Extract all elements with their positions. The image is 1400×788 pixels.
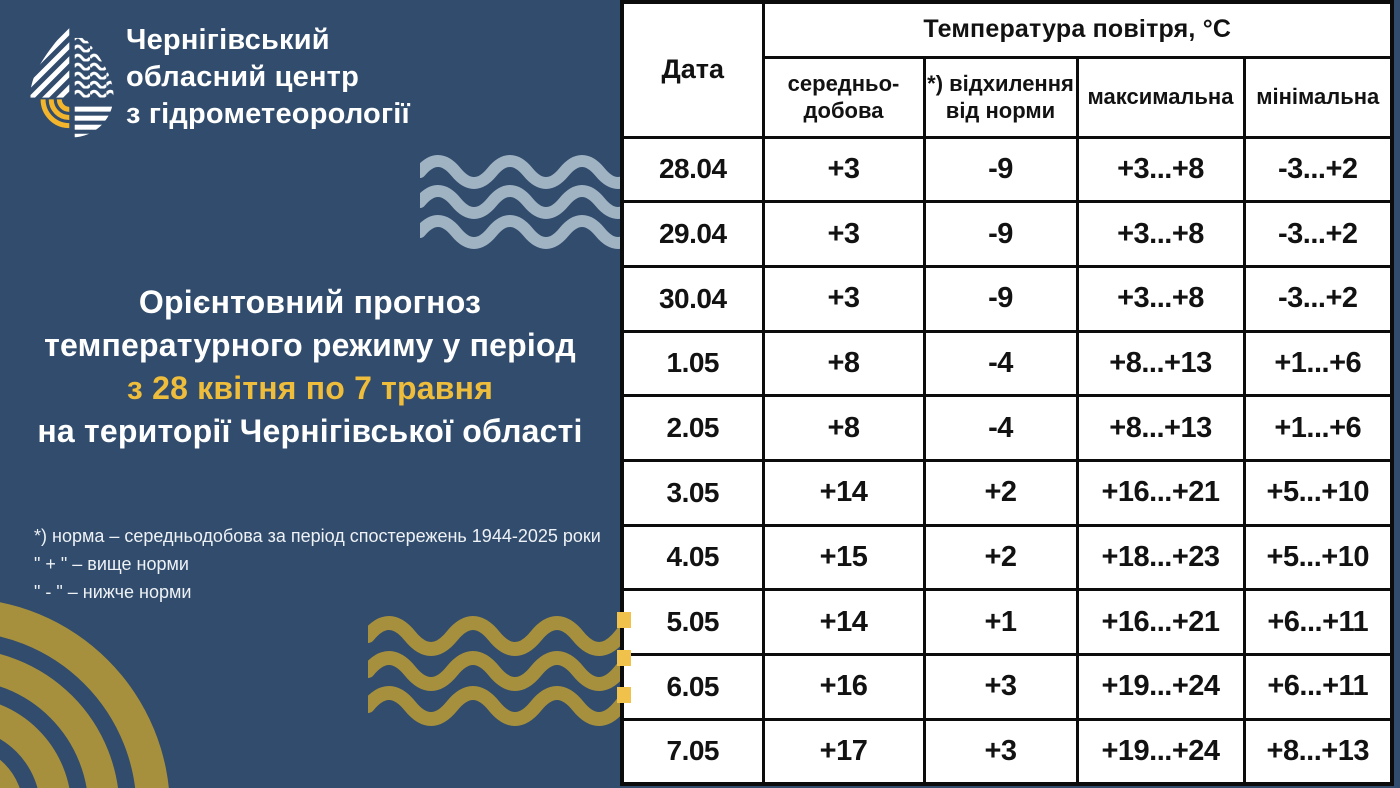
date-cell: 29.04 (620, 200, 765, 268)
date-cell: 30.04 (620, 264, 765, 333)
hydromet-drop-logo-icon (30, 18, 114, 138)
org-title-line: з гідрометеорології (126, 98, 410, 130)
min-cell: +8...+13 (1242, 717, 1394, 786)
min-cell: +1...+6 (1242, 394, 1394, 462)
poster-heading: Орієнтовний прогноз температурного режим… (0, 281, 620, 453)
date-cell: 5.05 (620, 588, 765, 656)
min-cell: +1...+6 (1242, 329, 1394, 398)
column-group-header-temperature: Температура повітря, °С (761, 0, 1394, 59)
avg-cell: +17 (761, 717, 926, 786)
avg-cell: +3 (761, 200, 926, 268)
max-cell: +18...+23 (1075, 523, 1246, 592)
avg-cell: +16 (761, 653, 926, 721)
column-header-avg-daily: середньо- добова (761, 55, 926, 139)
avg-cell: +8 (761, 394, 926, 462)
table-row: 6.05 +16 +3 +19...+24 +6...+11 (620, 653, 1394, 721)
gray-waves-icon (420, 155, 622, 249)
date-cell: 1.05 (620, 329, 765, 398)
dev-cell: +3 (922, 653, 1079, 721)
forecast-table-section: Дата Температура повітря, °С середньо- д… (620, 0, 1400, 788)
min-cell: -3...+2 (1242, 264, 1394, 333)
dev-cell: +2 (922, 458, 1079, 527)
table-row: 1.05 +8 -4 +8...+13 +1...+6 (620, 329, 1394, 398)
dev-cell: +3 (922, 717, 1079, 786)
max-cell: +16...+21 (1075, 588, 1246, 656)
date-cell: 4.05 (620, 523, 765, 592)
table-row: 2.05 +8 -4 +8...+13 +1...+6 (620, 394, 1394, 462)
avg-cell: +3 (761, 135, 926, 204)
org-title: Чернігівський обласний центр з гідромете… (126, 22, 606, 133)
date-cell: 7.05 (620, 717, 765, 786)
yellow-wave-tip-icon (617, 612, 631, 628)
table-row: 3.05 +14 +2 +16...+21 +5...+10 (620, 458, 1394, 527)
footnote-line: " + " – вище норми (34, 554, 189, 574)
table-row: 5.05 +14 +1 +16...+21 +6...+11 (620, 588, 1394, 656)
max-cell: +8...+13 (1075, 394, 1246, 462)
footnote-line: " - " – нижче норми (34, 582, 192, 602)
min-cell: +6...+11 (1242, 653, 1394, 721)
min-cell: +5...+10 (1242, 523, 1394, 592)
min-cell: +6...+11 (1242, 588, 1394, 656)
avg-cell: +14 (761, 458, 926, 527)
column-header-date: Дата (620, 0, 765, 139)
dev-cell: -9 (922, 135, 1079, 204)
max-cell: +3...+8 (1075, 264, 1246, 333)
column-header-min: мінімальна (1242, 55, 1394, 139)
date-cell: 6.05 (620, 653, 765, 721)
min-cell: -3...+2 (1242, 200, 1394, 268)
org-title-line: Чернігівський (126, 24, 330, 56)
column-header-deviation: *) відхилення від норми (922, 55, 1079, 139)
max-cell: +8...+13 (1075, 329, 1246, 398)
left-panel: Чернігівський обласний центр з гідромете… (0, 0, 622, 788)
footnote: *) норма – середньодобова за період спос… (34, 522, 609, 606)
table-row: 28.04 +3 -9 +3...+8 -3...+2 (620, 135, 1394, 204)
heading-line-highlight: з 28 квітня по 7 травня (126, 370, 494, 406)
date-cell: 2.05 (620, 394, 765, 462)
dev-cell: +1 (922, 588, 1079, 656)
gold-arcs-icon (0, 602, 169, 788)
date-cell: 28.04 (620, 135, 765, 204)
dev-cell: -4 (922, 394, 1079, 462)
footnote-line: *) норма – середньодобова за період спос… (34, 526, 601, 546)
heading-line: Орієнтовний прогноз (138, 284, 482, 320)
dev-cell: -9 (922, 264, 1079, 333)
table-row: 7.05 +17 +3 +19...+24 +8...+13 (620, 717, 1394, 786)
table-row: 30.04 +3 -9 +3...+8 -3...+2 (620, 264, 1394, 333)
date-cell: 3.05 (620, 458, 765, 527)
yellow-wave-tip-icon (617, 650, 631, 666)
max-cell: +19...+24 (1075, 653, 1246, 721)
dev-cell: -4 (922, 329, 1079, 398)
max-cell: +16...+21 (1075, 458, 1246, 527)
avg-cell: +8 (761, 329, 926, 398)
min-cell: -3...+2 (1242, 135, 1394, 204)
table-row: 4.05 +15 +2 +18...+23 +5...+10 (620, 523, 1394, 592)
avg-cell: +14 (761, 588, 926, 656)
dev-cell: +2 (922, 523, 1079, 592)
heading-line: температурного режиму у період (44, 327, 576, 363)
column-header-max: максимальна (1075, 55, 1246, 139)
max-cell: +19...+24 (1075, 717, 1246, 786)
forecast-table: Дата Температура повітря, °С середньо- д… (620, 0, 1395, 786)
max-cell: +3...+8 (1075, 200, 1246, 268)
heading-line: на території Чернігівської області (37, 413, 583, 449)
avg-cell: +3 (761, 264, 926, 333)
org-title-line: обласний центр (126, 61, 360, 93)
dev-cell: -9 (922, 200, 1079, 268)
gold-waves-icon (368, 616, 620, 726)
min-cell: +5...+10 (1242, 458, 1394, 527)
table-row: 29.04 +3 -9 +3...+8 -3...+2 (620, 200, 1394, 268)
avg-cell: +15 (761, 523, 926, 592)
max-cell: +3...+8 (1075, 135, 1246, 204)
yellow-wave-tip-icon (617, 687, 631, 703)
